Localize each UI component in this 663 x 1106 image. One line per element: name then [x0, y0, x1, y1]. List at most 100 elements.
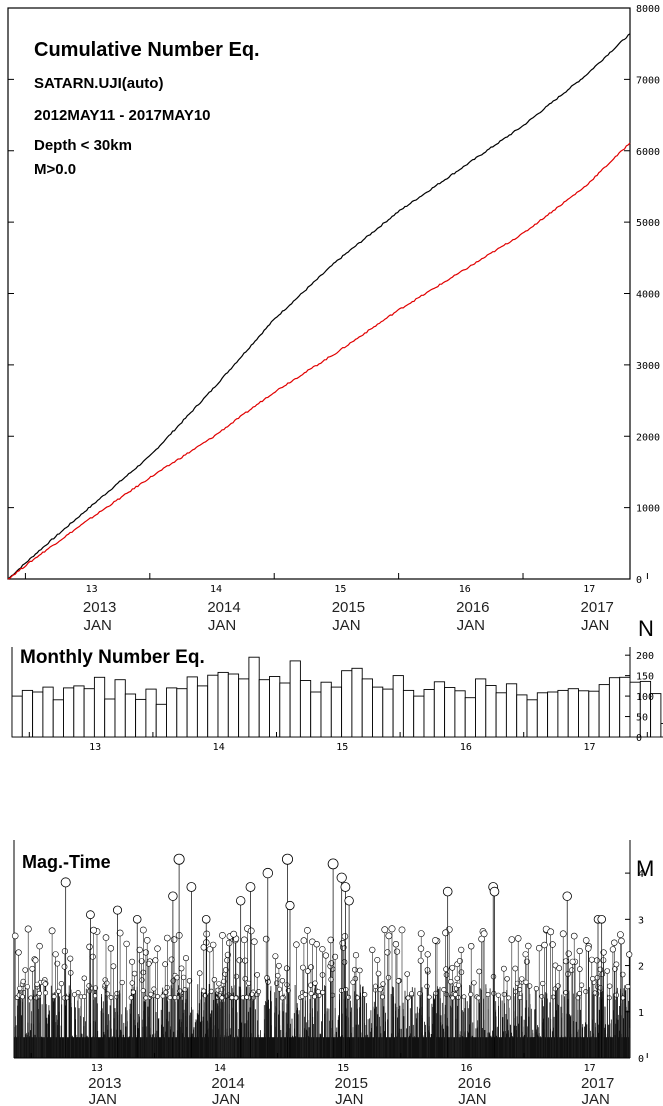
magtime-event-marker [20, 978, 26, 985]
magtime-event-marker [373, 983, 379, 989]
magtime-event-marker [151, 986, 157, 992]
magtime-event-marker [617, 931, 624, 938]
magtime-event-marker [81, 975, 88, 981]
magtime-event-marker [385, 932, 393, 940]
magtime-event-marker [110, 963, 117, 970]
magtime-large-event-marker [281, 853, 293, 865]
magtime-event-marker [533, 985, 540, 992]
magtime-event-marker [230, 930, 238, 938]
magtime-event-marker [535, 944, 543, 952]
magtime-event-marker [308, 990, 314, 996]
magtime-event-marker [162, 961, 169, 968]
magtime-event-marker [200, 944, 208, 951]
magtime-large-event-marker [245, 882, 256, 892]
magtime-event-marker [442, 929, 449, 937]
magtime-event-marker [283, 965, 290, 972]
magtime-year-label: 2016 [458, 1075, 491, 1092]
magtime-event-marker [448, 978, 454, 985]
monthly-x-tick-label: 13 [89, 742, 101, 753]
monthly-bar [372, 686, 384, 738]
monthly-bar [186, 676, 198, 738]
magtime-event-marker [540, 980, 546, 987]
magtime-event-marker [226, 939, 233, 947]
magtime-large-event-marker [235, 896, 246, 906]
magtime-event-marker [332, 953, 339, 960]
monthly-bar [135, 698, 147, 738]
magtime-event-marker [61, 963, 68, 970]
magtime-year-label: 2013 [88, 1075, 121, 1092]
monthly-y-tick-label: 0 [636, 733, 642, 744]
magtime-event-marker [452, 991, 458, 997]
monthly-bar [475, 678, 487, 738]
magtime-unit-label: M [636, 856, 654, 881]
monthly-bar [495, 692, 507, 738]
monthly-bar [227, 673, 240, 738]
monthly-bar [114, 679, 126, 738]
magtime-event-marker [555, 983, 561, 989]
magtime-large-event-marker [113, 905, 123, 915]
magtime-event-marker [219, 995, 225, 1001]
magtime-event-marker [356, 967, 363, 974]
magtime-event-marker [308, 982, 314, 988]
magtime-event-marker [578, 982, 585, 988]
magtime-event-marker [449, 964, 456, 971]
monthly-bar [299, 680, 312, 738]
magtime-event-marker [86, 943, 93, 950]
magtime-event-marker [28, 995, 34, 1001]
magtime-event-marker [279, 995, 285, 1001]
magtime-event-marker [618, 937, 625, 945]
magtime-event-marker [229, 995, 235, 1000]
cumulative-x-tick-label: 15 [334, 584, 346, 595]
monthly-bar [567, 688, 579, 738]
magtime-event-marker [58, 980, 65, 987]
magtime-event-marker [119, 979, 125, 986]
magtime-title: Mag.-Time [22, 852, 111, 872]
magtime-event-marker [519, 976, 525, 982]
magtime-x-tick-label: 15 [337, 1063, 349, 1074]
monthly-bar [598, 684, 610, 738]
monthly-bar [382, 688, 394, 738]
magtime-event-marker [251, 938, 258, 946]
magtime-event-marker [155, 994, 160, 999]
cumulative-line-declustered [7, 142, 631, 580]
magtime-large-event-marker [597, 914, 606, 924]
cumulative-month-label: JAN [581, 617, 609, 634]
monthly-bar [320, 681, 332, 738]
magtime-event-marker [398, 926, 406, 934]
magtime-x-tick-label: 13 [91, 1063, 103, 1074]
magtime-event-marker [242, 957, 249, 964]
magtime-event-marker [381, 926, 389, 934]
magtime-event-marker [145, 960, 152, 967]
magtime-event-marker [491, 990, 497, 996]
magtime-event-marker [152, 957, 159, 964]
cumulative-year-label: 2016 [456, 599, 489, 616]
monthly-bar [258, 679, 270, 738]
magtime-event-marker [619, 971, 626, 978]
cumulative-y-tick-label: 0 [636, 575, 642, 586]
magtime-event-marker [136, 946, 143, 954]
magtime-event-marker [302, 992, 308, 998]
magtime-large-event-marker [262, 867, 274, 879]
monthly-bar [269, 676, 281, 738]
monthly-bar [413, 695, 425, 738]
magtime-event-marker [172, 995, 178, 1000]
magtime-event-marker [582, 937, 590, 944]
cumulative-y-tick-label: 4000 [636, 290, 660, 301]
monthly-bar [166, 687, 178, 738]
magtime-event-marker [405, 995, 411, 1001]
magtime-event-marker [196, 970, 203, 977]
magtime-event-marker [274, 980, 280, 986]
magtime-event-marker [72, 992, 78, 998]
magtime-large-event-marker [336, 872, 347, 883]
magtime-event-marker [417, 957, 424, 964]
magtime-event-marker [129, 980, 135, 986]
monthly-bar [639, 680, 652, 738]
magtime-event-marker [89, 953, 96, 960]
magtime-event-marker [456, 957, 463, 964]
magtime-event-marker [233, 995, 239, 1001]
magtime-event-marker [130, 989, 136, 995]
cumulative-line-all [7, 33, 631, 580]
cumulative-year-label: 2013 [83, 599, 116, 616]
